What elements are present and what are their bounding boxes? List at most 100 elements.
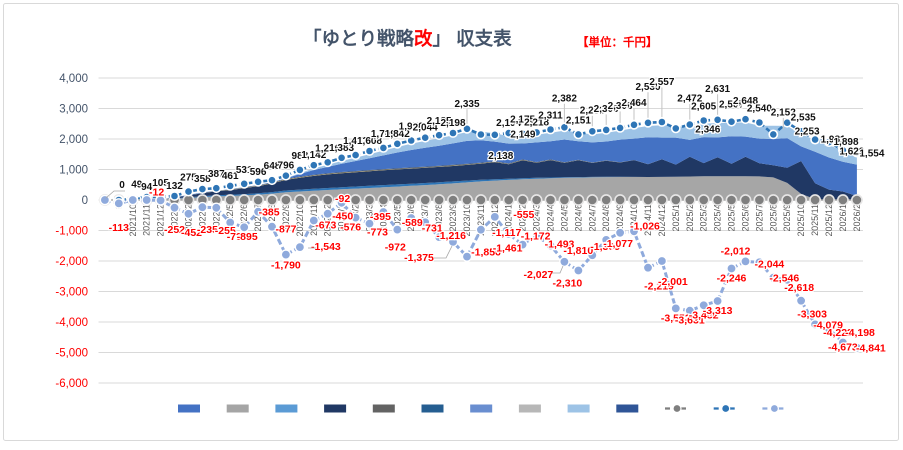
- svg-text:2022/7: 2022/7: [253, 204, 263, 232]
- svg-text:648: 648: [264, 161, 281, 172]
- svg-text:461: 461: [222, 171, 239, 182]
- svg-text:2023/5: 2023/5: [392, 204, 402, 232]
- svg-text:-1,000: -1,000: [55, 226, 88, 238]
- svg-text:-1,461: -1,461: [493, 243, 523, 255]
- svg-text:2023/1: 2023/1: [337, 204, 347, 232]
- svg-text:-252: -252: [164, 224, 185, 236]
- svg-text:2023/3: 2023/3: [365, 204, 375, 232]
- svg-text:2023/8: 2023/8: [434, 204, 444, 232]
- svg-text:2024/5: 2024/5: [559, 204, 569, 232]
- svg-text:2,648: 2,648: [733, 96, 758, 107]
- svg-text:2,363: 2,363: [608, 101, 633, 112]
- svg-text:132: 132: [166, 181, 183, 192]
- svg-text:-12: -12: [149, 186, 164, 198]
- svg-text:2022/4: 2022/4: [211, 204, 221, 232]
- svg-text:-2,027: -2,027: [524, 269, 554, 281]
- svg-text:3,000: 3,000: [59, 104, 88, 116]
- svg-text:-1,077: -1,077: [603, 238, 633, 250]
- svg-text:1,472: 1,472: [343, 136, 368, 147]
- svg-text:105: 105: [152, 178, 169, 189]
- svg-text:-673: -673: [315, 220, 336, 232]
- svg-text:-255: -255: [215, 225, 236, 237]
- svg-text:2,044: 2,044: [413, 123, 438, 134]
- svg-text:1,608: 1,608: [357, 136, 382, 147]
- svg-text:94: 94: [141, 182, 153, 193]
- svg-text:-4,198: -4,198: [845, 327, 875, 339]
- svg-text:275: 275: [180, 173, 197, 184]
- svg-text:0: 0: [136, 195, 141, 206]
- svg-text:-3,313: -3,313: [703, 305, 733, 317]
- svg-text:2024/1: 2024/1: [504, 204, 514, 232]
- svg-text:2022/8: 2022/8: [267, 204, 277, 232]
- svg-text:2,346: 2,346: [695, 124, 720, 135]
- svg-text:-1,493: -1,493: [545, 239, 575, 251]
- svg-text:2023/4: 2023/4: [378, 204, 388, 232]
- svg-text:-6,000: -6,000: [55, 378, 88, 390]
- svg-text:2022/9: 2022/9: [281, 204, 291, 232]
- svg-text:2,151: 2,151: [566, 115, 591, 126]
- svg-text:2,557: 2,557: [649, 77, 674, 88]
- svg-text:2025/3: 2025/3: [699, 204, 709, 232]
- svg-text:2025/9: 2025/9: [782, 204, 792, 232]
- svg-text:1,629: 1,629: [839, 146, 864, 157]
- svg-text:「ゆとり戦略改」 収支表: 「ゆとり戦略改」 収支表: [303, 28, 512, 49]
- svg-text:1,842: 1,842: [385, 129, 410, 140]
- svg-text:2024/11: 2024/11: [643, 204, 653, 236]
- svg-text:988: 988: [292, 151, 309, 162]
- svg-text:2021/11: 2021/11: [142, 204, 152, 236]
- svg-text:-4,079: -4,079: [813, 319, 843, 331]
- svg-text:0: 0: [109, 195, 114, 206]
- svg-text:2,000: 2,000: [59, 134, 88, 146]
- svg-text:2025/4: 2025/4: [713, 204, 723, 232]
- svg-text:0: 0: [82, 195, 88, 207]
- svg-text:2024/4: 2024/4: [546, 204, 556, 232]
- svg-text:-3,303: -3,303: [797, 309, 827, 321]
- svg-text:2,253: 2,253: [795, 126, 820, 137]
- svg-text:-3,553: -3,553: [661, 312, 691, 324]
- svg-text:-4,000: -4,000: [55, 317, 88, 329]
- svg-text:-2,246: -2,246: [717, 273, 747, 285]
- svg-text:-1,790: -1,790: [271, 260, 301, 272]
- svg-text:-1,810: -1,810: [563, 245, 593, 257]
- svg-text:-4,222: -4,222: [823, 327, 853, 339]
- svg-text:2025/7: 2025/7: [754, 204, 764, 232]
- svg-text:2,138: 2,138: [488, 151, 513, 162]
- svg-text:2024/7: 2024/7: [587, 204, 597, 232]
- svg-text:2026/1: 2026/1: [838, 204, 848, 232]
- svg-text:2025/6: 2025/6: [741, 204, 751, 232]
- svg-text:387: 387: [208, 169, 225, 180]
- svg-text:-773: -773: [367, 227, 388, 239]
- svg-text:1,981: 1,981: [821, 135, 846, 146]
- svg-text:2,567: 2,567: [719, 100, 744, 111]
- svg-text:2,175: 2,175: [510, 115, 535, 126]
- svg-text:-1,216: -1,216: [436, 230, 466, 242]
- svg-text:-4,673: -4,673: [828, 342, 858, 354]
- svg-text:-877: -877: [275, 224, 296, 236]
- svg-text:2025/12: 2025/12: [824, 204, 834, 237]
- svg-text:2,149: 2,149: [510, 130, 535, 141]
- svg-text:-450: -450: [332, 211, 353, 223]
- svg-text:358: 358: [194, 174, 211, 185]
- svg-text:2022/12: 2022/12: [323, 204, 333, 237]
- svg-text:596: 596: [250, 167, 267, 178]
- svg-text:2,540: 2,540: [747, 104, 772, 115]
- svg-text:2,335: 2,335: [454, 99, 479, 110]
- svg-text:-3,631: -3,631: [675, 315, 705, 327]
- svg-text:-738: -738: [227, 231, 248, 243]
- svg-text:2024/3: 2024/3: [532, 204, 542, 232]
- svg-text:2023/10: 2023/10: [462, 204, 472, 237]
- svg-text:2,152: 2,152: [771, 107, 796, 118]
- svg-text:-2,012: -2,012: [721, 245, 751, 257]
- svg-text:2024/2: 2024/2: [518, 204, 528, 232]
- svg-text:2,530: 2,530: [635, 82, 660, 93]
- svg-text:1,142: 1,142: [301, 150, 326, 161]
- svg-text:2,311: 2,311: [538, 111, 563, 122]
- svg-text:-4,841: -4,841: [856, 343, 886, 355]
- svg-text:2,631: 2,631: [705, 84, 730, 95]
- svg-text:-3,000: -3,000: [55, 287, 88, 299]
- svg-text:2022/3: 2022/3: [197, 204, 207, 232]
- svg-text:-395: -395: [370, 211, 391, 223]
- svg-text:2,198: 2,198: [440, 118, 465, 129]
- svg-text:1,383: 1,383: [329, 143, 354, 154]
- svg-text:【単位：千円】: 【単位：千円】: [577, 35, 658, 49]
